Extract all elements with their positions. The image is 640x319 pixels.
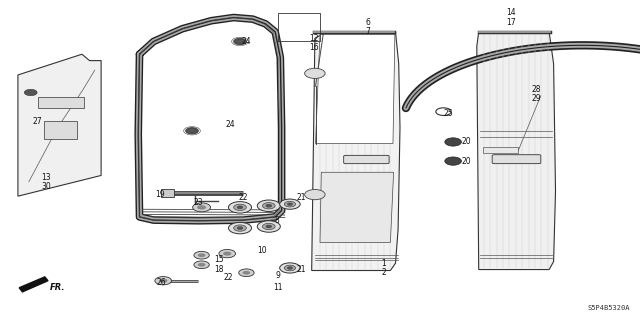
Circle shape bbox=[280, 199, 300, 209]
Circle shape bbox=[194, 261, 209, 269]
Text: 28: 28 bbox=[532, 85, 541, 94]
Circle shape bbox=[262, 203, 275, 209]
Text: 19: 19 bbox=[155, 190, 165, 199]
Circle shape bbox=[234, 225, 246, 231]
FancyBboxPatch shape bbox=[344, 155, 389, 164]
Bar bbox=[161, 189, 174, 197]
Circle shape bbox=[287, 267, 292, 269]
Circle shape bbox=[266, 225, 272, 228]
Polygon shape bbox=[19, 277, 48, 292]
Polygon shape bbox=[312, 32, 400, 271]
Circle shape bbox=[243, 271, 250, 275]
Polygon shape bbox=[18, 54, 101, 196]
Text: 12: 12 bbox=[309, 34, 318, 43]
Text: 27: 27 bbox=[32, 117, 42, 126]
Circle shape bbox=[193, 203, 211, 212]
Polygon shape bbox=[320, 172, 394, 242]
Circle shape bbox=[284, 265, 296, 271]
Bar bbox=[44, 121, 77, 139]
Text: 7: 7 bbox=[365, 27, 371, 36]
FancyBboxPatch shape bbox=[492, 155, 541, 164]
Circle shape bbox=[234, 38, 246, 45]
Text: 21: 21 bbox=[296, 193, 305, 202]
Text: 2: 2 bbox=[381, 268, 387, 277]
Circle shape bbox=[257, 200, 280, 211]
Text: 8: 8 bbox=[274, 216, 279, 225]
Circle shape bbox=[266, 204, 272, 207]
Text: 15: 15 bbox=[214, 256, 224, 264]
Text: S5P4B5320A: S5P4B5320A bbox=[588, 305, 630, 311]
Text: 20: 20 bbox=[461, 157, 471, 166]
Text: 10: 10 bbox=[257, 246, 268, 255]
Circle shape bbox=[24, 89, 37, 96]
Circle shape bbox=[194, 251, 209, 259]
Text: 9: 9 bbox=[276, 271, 281, 280]
Text: 30: 30 bbox=[41, 182, 51, 191]
Polygon shape bbox=[316, 34, 395, 144]
Circle shape bbox=[198, 253, 205, 257]
Polygon shape bbox=[477, 32, 556, 270]
Text: 29: 29 bbox=[531, 94, 541, 103]
Text: 20: 20 bbox=[461, 137, 471, 146]
Circle shape bbox=[198, 263, 205, 267]
Bar bbox=[483, 147, 518, 153]
Circle shape bbox=[305, 68, 325, 78]
Text: 26: 26 bbox=[156, 278, 166, 287]
Text: 24: 24 bbox=[225, 120, 236, 129]
Circle shape bbox=[239, 269, 254, 277]
Circle shape bbox=[257, 221, 280, 232]
Text: 14: 14 bbox=[506, 8, 516, 17]
Circle shape bbox=[234, 204, 246, 211]
Text: 22: 22 bbox=[223, 273, 232, 282]
Circle shape bbox=[262, 223, 275, 230]
Circle shape bbox=[280, 263, 300, 273]
Circle shape bbox=[155, 277, 172, 285]
Circle shape bbox=[186, 128, 198, 134]
Circle shape bbox=[237, 226, 243, 230]
Text: 1: 1 bbox=[381, 259, 387, 268]
Circle shape bbox=[228, 202, 252, 213]
Bar bbox=[38, 97, 84, 108]
Text: 16: 16 bbox=[308, 43, 319, 52]
Text: 13: 13 bbox=[41, 173, 51, 182]
Circle shape bbox=[237, 206, 243, 209]
Circle shape bbox=[197, 205, 206, 210]
Text: 21: 21 bbox=[296, 265, 305, 274]
Circle shape bbox=[445, 138, 461, 146]
Text: 22: 22 bbox=[239, 193, 248, 202]
Text: 17: 17 bbox=[506, 18, 516, 27]
Circle shape bbox=[219, 249, 236, 258]
Text: 24: 24 bbox=[241, 37, 252, 46]
Text: 11: 11 bbox=[274, 283, 283, 292]
Circle shape bbox=[305, 189, 325, 200]
Circle shape bbox=[223, 251, 232, 256]
Circle shape bbox=[287, 203, 292, 205]
Text: 23: 23 bbox=[193, 198, 204, 207]
Circle shape bbox=[159, 279, 168, 283]
Circle shape bbox=[445, 157, 461, 165]
Circle shape bbox=[284, 201, 296, 207]
Text: 18: 18 bbox=[214, 265, 223, 274]
Circle shape bbox=[228, 222, 252, 234]
Text: FR.: FR. bbox=[50, 283, 65, 292]
Text: 25: 25 bbox=[443, 109, 453, 118]
Text: 6: 6 bbox=[365, 18, 371, 27]
